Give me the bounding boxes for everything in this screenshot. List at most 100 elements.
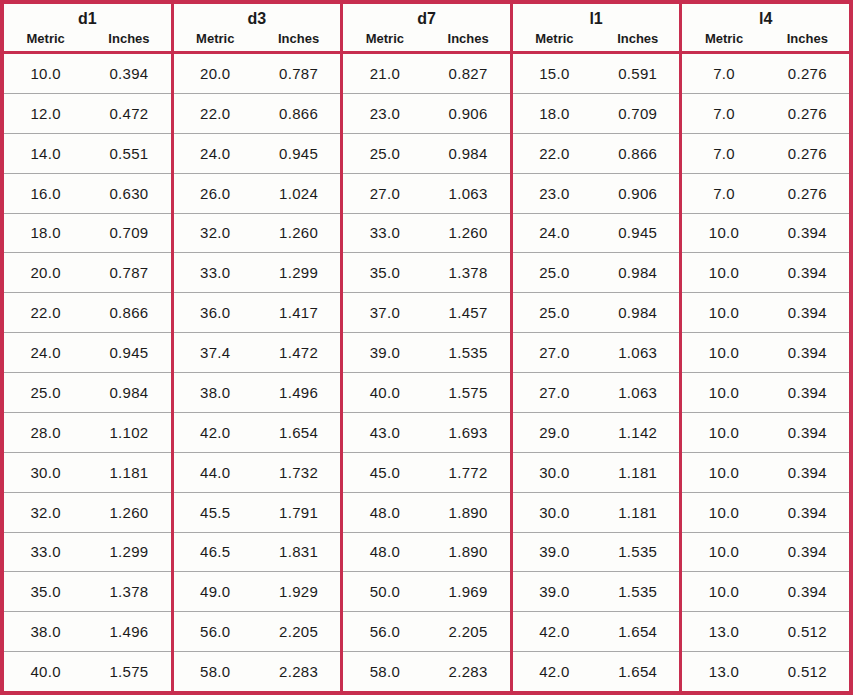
inches-value: 1.142 [596,424,679,441]
metric-value: 42.0 [174,424,257,441]
group-title: d7 [343,9,510,29]
group-title: l4 [682,9,849,29]
inches-value: 0.394 [766,464,849,481]
inches-value: 1.024 [257,185,340,202]
table-row: 43.0 1.693 [343,412,510,452]
metric-value: 10.0 [682,224,765,241]
inches-column-header: Inches [87,29,170,49]
metric-value: 15.0 [513,65,596,82]
metric-value: 30.0 [513,504,596,521]
table-row: 7.0 0.276 [682,133,849,173]
metric-value: 10.0 [682,344,765,361]
inches-value: 0.276 [766,105,849,122]
column-group: d1 Metric Inches 10.0 0.394 12.0 0.472 1… [4,4,171,691]
group-subheaders: Metric Inches [343,29,510,49]
metric-value: 37.4 [174,344,257,361]
inches-value: 1.063 [596,384,679,401]
metric-value: 42.0 [513,663,596,680]
metric-value: 44.0 [174,464,257,481]
table-row: 24.0 0.945 [513,213,680,253]
inches-value: 1.260 [87,504,170,521]
metric-value: 42.0 [513,623,596,640]
inches-value: 2.205 [426,623,509,640]
table-row: 23.0 0.906 [513,173,680,213]
table-row: 22.0 0.866 [4,292,171,332]
group-rows: 15.0 0.591 18.0 0.709 22.0 0.866 23.0 0.… [513,54,680,691]
table-row: 13.0 0.512 [682,611,849,651]
inches-value: 1.063 [596,344,679,361]
metric-value: 45.0 [343,464,426,481]
inches-value: 1.654 [596,663,679,680]
inches-value: 0.984 [596,304,679,321]
inches-value: 1.772 [426,464,509,481]
metric-value: 14.0 [4,145,87,162]
table-row: 35.0 1.378 [343,252,510,292]
metric-value: 38.0 [174,384,257,401]
column-group: d3 Metric Inches 20.0 0.787 22.0 0.866 2… [171,4,341,691]
inches-value: 0.394 [766,264,849,281]
inches-value: 0.984 [596,264,679,281]
table-row: 33.0 1.260 [343,213,510,253]
table-row: 27.0 1.063 [513,332,680,372]
table-row: 20.0 0.787 [4,252,171,292]
inches-value: 1.181 [596,504,679,521]
inches-value: 1.890 [426,504,509,521]
table-row: 49.0 1.929 [174,571,341,611]
metric-value: 25.0 [513,304,596,321]
metric-value: 22.0 [4,304,87,321]
metric-value: 10.0 [682,543,765,560]
metric-value: 36.0 [174,304,257,321]
metric-value: 27.0 [343,185,426,202]
table-row: 37.4 1.472 [174,332,341,372]
inches-value: 0.512 [766,663,849,680]
table-row: 23.0 0.906 [343,93,510,133]
metric-value: 25.0 [343,145,426,162]
table-row: 39.0 1.535 [513,571,680,611]
metric-value: 58.0 [343,663,426,680]
inches-column-header: Inches [426,29,509,49]
metric-value: 10.0 [682,504,765,521]
table-row: 12.0 0.472 [4,93,171,133]
inches-value: 1.654 [596,623,679,640]
metric-value: 30.0 [513,464,596,481]
inches-value: 0.906 [426,105,509,122]
group-rows: 7.0 0.276 7.0 0.276 7.0 0.276 7.0 0.276 … [682,54,849,691]
table-row: 10.0 0.394 [682,492,849,532]
inches-value: 0.866 [257,105,340,122]
metric-value: 38.0 [4,623,87,640]
group-title: d3 [174,9,341,29]
metric-value: 48.0 [343,504,426,521]
table-row: 48.0 1.890 [343,492,510,532]
metric-value: 13.0 [682,623,765,640]
metric-value: 33.0 [4,543,87,560]
inches-value: 0.472 [87,105,170,122]
inches-value: 1.654 [257,424,340,441]
table-row: 32.0 1.260 [174,213,341,253]
inches-value: 1.535 [596,543,679,560]
table-row: 48.0 1.890 [343,532,510,572]
table-row: 32.0 1.260 [4,492,171,532]
metric-column-header: Metric [174,29,257,49]
group-subheaders: Metric Inches [4,29,171,49]
inches-value: 0.394 [766,424,849,441]
table-row: 33.0 1.299 [174,252,341,292]
table-row: 58.0 2.283 [174,651,341,691]
metric-value: 22.0 [174,105,257,122]
table-row: 15.0 0.591 [513,54,680,93]
metric-value: 26.0 [174,185,257,202]
metric-value: 10.0 [4,65,87,82]
inches-value: 1.260 [257,224,340,241]
metric-value: 27.0 [513,344,596,361]
table-row: 29.0 1.142 [513,412,680,452]
table-row: 40.0 1.575 [343,372,510,412]
table-row: 10.0 0.394 [682,372,849,412]
metric-value: 56.0 [343,623,426,640]
table-row: 44.0 1.732 [174,452,341,492]
inches-value: 0.512 [766,623,849,640]
metric-value: 10.0 [682,264,765,281]
table-row: 38.0 1.496 [4,611,171,651]
inches-value: 0.276 [766,145,849,162]
inches-value: 0.827 [426,65,509,82]
metric-column-header: Metric [513,29,596,49]
metric-value: 23.0 [513,185,596,202]
